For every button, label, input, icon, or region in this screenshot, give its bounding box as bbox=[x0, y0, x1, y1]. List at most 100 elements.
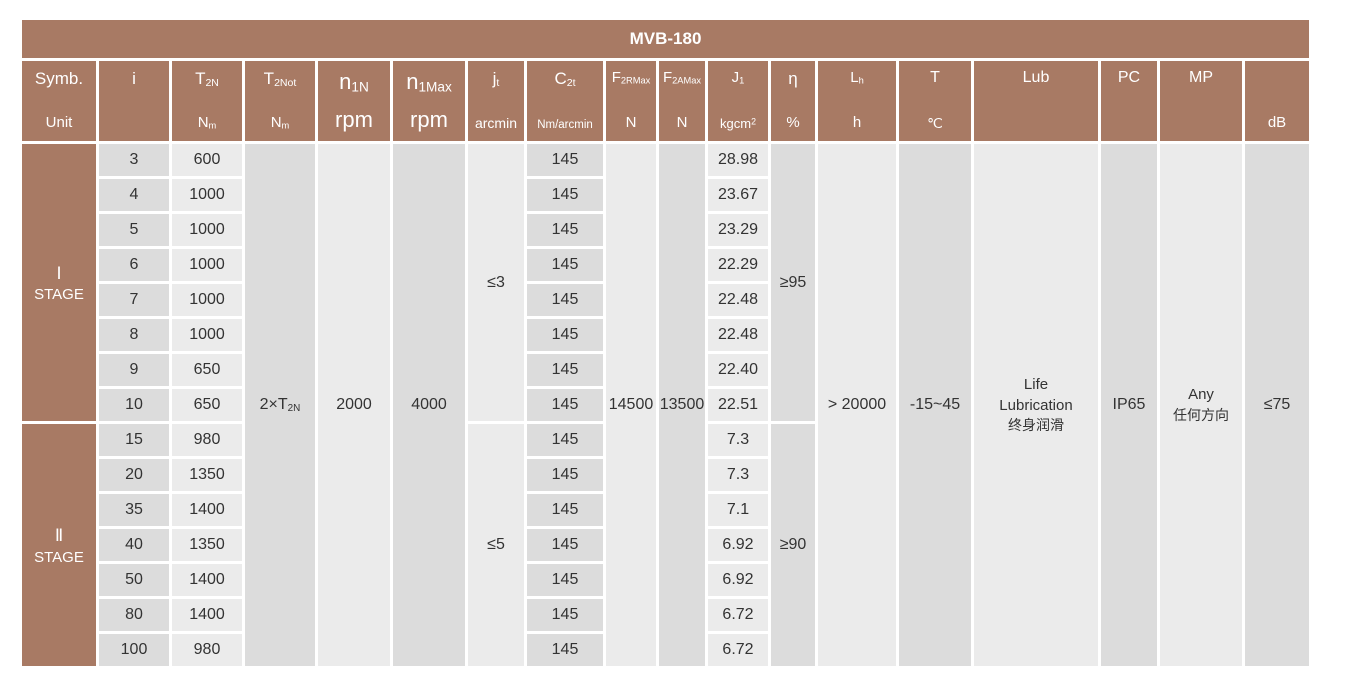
header-mp-symbol: MP bbox=[1189, 69, 1213, 86]
col-header-t: T ℃ bbox=[899, 61, 971, 141]
t2n-cell: 650 bbox=[172, 354, 242, 386]
t2not-value-cell: 2×T2N bbox=[245, 144, 315, 666]
header-lub-symbol: Lub bbox=[1022, 69, 1050, 86]
header-j1-unit: kgcm2 bbox=[720, 116, 756, 132]
i-cell: 8 bbox=[99, 319, 169, 351]
c2t-cell: 145 bbox=[527, 634, 603, 666]
j1-cell: 6.92 bbox=[708, 529, 768, 561]
col-header-mp: MP bbox=[1160, 61, 1242, 141]
col-header-lub: Lub bbox=[974, 61, 1098, 141]
i-cell: 50 bbox=[99, 564, 169, 596]
header-db-unit: dB bbox=[1267, 114, 1287, 132]
header-c2t-unit: Nm/arcmin bbox=[537, 118, 593, 131]
col-header-t2not: T2Not Nm bbox=[245, 61, 315, 141]
n1max-value-cell: 4000 bbox=[393, 144, 465, 666]
header-i-symbol: i bbox=[132, 69, 136, 88]
c2t-cell: 145 bbox=[527, 529, 603, 561]
header-t-unit: ℃ bbox=[927, 115, 943, 132]
header-lh-symbol: Lh bbox=[850, 69, 864, 86]
spec-row: Ⅰ STAGE 3 600 2×T2N 2000 4000 ≤3 145 145… bbox=[22, 144, 1309, 666]
page: MVB-180 Symb. Unit i T2N Nm T2Not bbox=[19, 17, 1312, 669]
spec-row: 8 1000 145 22.48 bbox=[22, 319, 1309, 351]
header-symb-line1: Symb. bbox=[34, 69, 84, 88]
spec-row: 35 1400 145 7.1 bbox=[22, 494, 1309, 526]
pc-value-cell: IP65 bbox=[1101, 144, 1157, 666]
t2n-cell: 1000 bbox=[172, 249, 242, 281]
header-f2amax-symbol: F2AMax bbox=[662, 69, 702, 86]
header-t2not-symbol: T2Not bbox=[263, 69, 297, 89]
i-cell: 80 bbox=[99, 599, 169, 631]
j1-cell: 22.40 bbox=[708, 354, 768, 386]
j1-cell: 7.3 bbox=[708, 424, 768, 456]
stage-2-numeral: Ⅱ bbox=[54, 526, 64, 546]
t2n-cell: 1400 bbox=[172, 599, 242, 631]
header-jt-symbol: jt bbox=[492, 69, 500, 89]
header-symb-line2: Unit bbox=[45, 114, 73, 132]
i-cell: 15 bbox=[99, 424, 169, 456]
i-cell: 35 bbox=[99, 494, 169, 526]
c2t-cell: 145 bbox=[527, 144, 603, 176]
j1-cell: 22.51 bbox=[708, 389, 768, 421]
header-jt-unit: arcmin bbox=[474, 115, 517, 132]
i-cell: 10 bbox=[99, 389, 169, 421]
header-f2rmax-symbol: F2RMax bbox=[611, 69, 651, 86]
header-n1n-symbol: n1N bbox=[339, 69, 369, 95]
col-header-pc: PC bbox=[1101, 61, 1157, 141]
col-header-symb: Symb. Unit bbox=[22, 61, 96, 141]
col-header-i: i bbox=[99, 61, 169, 141]
c2t-cell: 145 bbox=[527, 459, 603, 491]
header-c2t-symbol: C2t bbox=[554, 69, 576, 89]
f2amax-value-cell: 13500 bbox=[659, 144, 705, 666]
mounting-position-value-cell: Any 任何方向 bbox=[1160, 144, 1242, 666]
t2n-cell: 1000 bbox=[172, 284, 242, 316]
j1-cell: 22.48 bbox=[708, 284, 768, 316]
col-header-t2n: T2N Nm bbox=[172, 61, 242, 141]
i-cell: 40 bbox=[99, 529, 169, 561]
j1-cell: 6.72 bbox=[708, 634, 768, 666]
c2t-cell: 145 bbox=[527, 389, 603, 421]
col-header-jt: jt arcmin bbox=[468, 61, 524, 141]
mp-line1: Any bbox=[1188, 386, 1214, 404]
stage-2-label-cell: Ⅱ STAGE bbox=[22, 424, 96, 666]
c2t-cell: 145 bbox=[527, 424, 603, 456]
col-header-f2rmax: F2RMax N bbox=[606, 61, 656, 141]
col-header-lh: Lh h bbox=[818, 61, 896, 141]
col-header-c2t: C2t Nm/arcmin bbox=[527, 61, 603, 141]
j1-cell: 7.1 bbox=[708, 494, 768, 526]
j1-cell: 23.29 bbox=[708, 214, 768, 246]
mp-line2: 任何方向 bbox=[1173, 406, 1229, 423]
header-j1-symbol: J1 bbox=[731, 69, 745, 86]
header-f2rmax-unit: N bbox=[625, 114, 637, 132]
i-cell: 7 bbox=[99, 284, 169, 316]
header-row: Symb. Unit i T2N Nm T2Not Nm bbox=[22, 61, 1309, 141]
spec-row: 100 980 145 6.72 bbox=[22, 634, 1309, 666]
t2n-cell: 650 bbox=[172, 389, 242, 421]
col-header-db: dB bbox=[1245, 61, 1309, 141]
t2n-cell: 600 bbox=[172, 144, 242, 176]
j1-cell: 23.67 bbox=[708, 179, 768, 211]
eta-stage2-value-cell: ≥90 bbox=[771, 424, 815, 666]
lub-line1: Life bbox=[1023, 376, 1049, 394]
lubrication-value-cell: Life Lubrication 终身润滑 bbox=[974, 144, 1098, 666]
i-cell: 100 bbox=[99, 634, 169, 666]
spec-row: 40 1350 145 6.92 bbox=[22, 529, 1309, 561]
f2rmax-value-cell: 14500 bbox=[606, 144, 656, 666]
j1-cell: 7.3 bbox=[708, 459, 768, 491]
j1-cell: 28.98 bbox=[708, 144, 768, 176]
header-eta-unit: % bbox=[786, 114, 800, 132]
i-cell: 9 bbox=[99, 354, 169, 386]
title-row: MVB-180 bbox=[22, 20, 1309, 58]
db-value-cell: ≤75 bbox=[1245, 144, 1309, 666]
n1n-value-cell: 2000 bbox=[318, 144, 390, 666]
spec-row: 4 1000 145 23.67 bbox=[22, 179, 1309, 211]
mvb-180-spec-table: MVB-180 Symb. Unit i T2N Nm T2Not bbox=[19, 17, 1312, 669]
c2t-cell: 145 bbox=[527, 179, 603, 211]
eta-stage1-value-cell: ≥95 bbox=[771, 144, 815, 421]
stage-2-word: STAGE bbox=[34, 548, 84, 566]
t2n-cell: 1000 bbox=[172, 319, 242, 351]
c2t-cell: 145 bbox=[527, 494, 603, 526]
t2n-cell: 1400 bbox=[172, 494, 242, 526]
lub-line3: 终身润滑 bbox=[1008, 416, 1064, 433]
col-header-f2amax: F2AMax N bbox=[659, 61, 705, 141]
spec-row: 6 1000 145 22.29 bbox=[22, 249, 1309, 281]
